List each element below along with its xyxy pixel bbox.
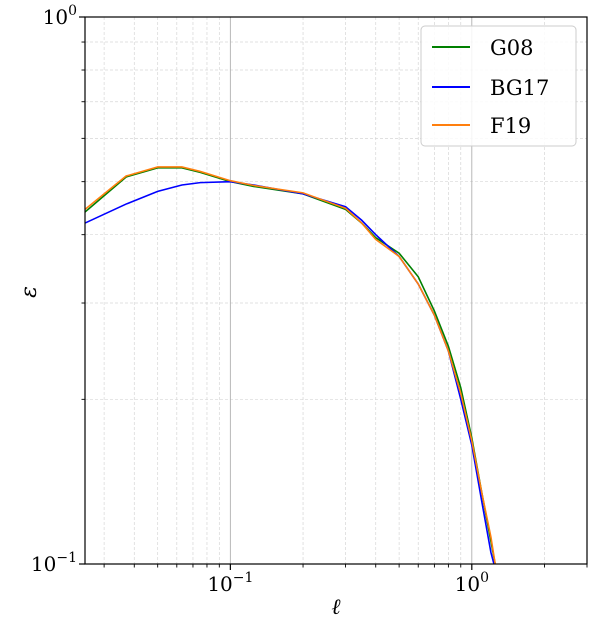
legend-label-g08: G08 xyxy=(490,36,534,60)
x-tick-label: 10−1 xyxy=(207,570,253,596)
y-tick-label: 100 xyxy=(43,3,77,29)
y-axis-label: ε xyxy=(17,286,42,298)
legend: G08 BG17 F19 xyxy=(420,25,577,147)
legend-label-bg17: BG17 xyxy=(490,76,549,100)
plot-frame xyxy=(84,16,588,565)
x-axis-label: ℓ xyxy=(331,595,341,620)
series-layer xyxy=(85,166,496,564)
legend-label-f19: F19 xyxy=(490,114,531,138)
series-line-f19 xyxy=(85,166,496,564)
series-line-g08 xyxy=(85,167,496,564)
x-tick-label: 100 xyxy=(455,570,489,596)
ticks xyxy=(79,16,588,570)
y-tick-label: 10−1 xyxy=(31,550,77,576)
series-line-bg17 xyxy=(85,180,495,564)
tick-labels: 10−1 100 10−1 100 xyxy=(31,3,489,596)
legend-box xyxy=(420,25,577,147)
